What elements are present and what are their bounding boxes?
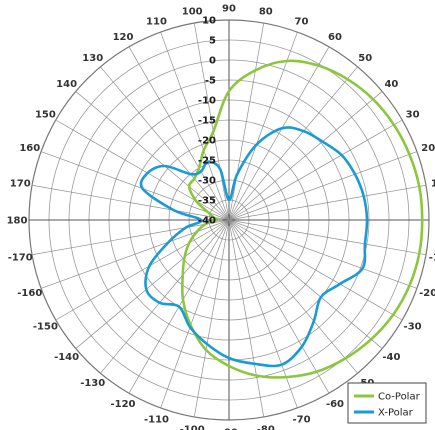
angle-tick-label: -30 — [404, 322, 422, 333]
grid-spoke — [228, 219, 383, 349]
angle-tick-label: -110 — [144, 415, 169, 426]
angle-tick-label: -90 — [220, 428, 238, 430]
angle-tick-label: 130 — [82, 53, 103, 64]
angle-tick-label: -120 — [110, 399, 135, 410]
angle-tick-label: 10 — [431, 179, 435, 190]
grid-spoke — [193, 22, 230, 221]
angular-grid — [29, 20, 429, 420]
series-layer — [139, 59, 424, 379]
radial-tick-label: -30 — [198, 176, 216, 187]
grid-spoke — [228, 219, 330, 394]
grid-spoke — [228, 119, 403, 221]
radial-labels: 10 5 0 -5 -10 -15 -20 -25 -30 -35 -40 — [198, 16, 216, 227]
grid-spoke — [40, 151, 230, 221]
radial-tick-label: 5 — [209, 36, 216, 47]
grid-spoke — [228, 219, 427, 256]
angle-tick-label: 150 — [35, 110, 56, 121]
series-co-polar-line — [180, 59, 424, 379]
angle-tick-label: 90 — [222, 4, 236, 15]
radial-tick-label: -25 — [198, 156, 216, 167]
radial-tick-label: -5 — [205, 76, 216, 87]
angle-tick-label: 60 — [328, 32, 342, 43]
grid-spoke — [160, 219, 230, 409]
grid-spoke — [228, 219, 403, 321]
angle-tick-label: 180 — [7, 216, 28, 227]
grid-spoke — [228, 46, 330, 221]
angle-tick-label: -10 — [429, 252, 435, 263]
angle-tick-label: 20 — [421, 143, 435, 154]
angle-tick-label: -100 — [180, 424, 205, 430]
grid-spoke — [228, 91, 383, 221]
radial-tick-label: -40 — [198, 216, 216, 227]
series-x-polar-line — [139, 126, 369, 368]
grid-spoke — [128, 46, 230, 221]
grid-spoke — [193, 219, 230, 418]
angle-tick-label: 30 — [406, 110, 420, 121]
grid-spoke — [55, 219, 230, 321]
grid-spoke — [228, 22, 265, 221]
angle-tick-label: -20 — [419, 288, 435, 299]
angle-tick-label: 170 — [10, 179, 31, 190]
grid-spoke — [228, 219, 358, 374]
grid-spoke — [31, 219, 230, 256]
radial-tick-label: -20 — [198, 136, 216, 147]
angle-tick-label: 120 — [113, 32, 134, 43]
angle-tick-label: -160 — [17, 288, 42, 299]
angle-tick-label: 100 — [182, 7, 203, 18]
angle-tick-label: -60 — [326, 399, 344, 410]
angle-tick-label: 40 — [384, 79, 398, 90]
grid-spoke — [31, 184, 230, 221]
radial-tick-label: -15 — [198, 116, 216, 127]
grid-spoke — [160, 31, 230, 221]
angle-tick-label: -170 — [8, 252, 33, 263]
angle-tick-label: -70 — [292, 415, 310, 426]
angle-tick-label: 110 — [146, 16, 167, 27]
grid-spoke — [228, 151, 418, 221]
grid-spoke — [228, 219, 418, 289]
grid-spoke — [100, 66, 230, 221]
angle-labels: 0 10 20 30 40 50 60 70 80 90 100 110 120 130 140 150 160… — [7, 4, 435, 430]
grid-spoke — [100, 219, 230, 374]
grid-spoke — [55, 119, 230, 221]
radial-tick-label: -10 — [198, 96, 216, 107]
legend-label-x-polar: X-Polar — [378, 408, 414, 419]
legend-box — [347, 382, 427, 424]
grid-spoke — [228, 66, 358, 221]
radial-tick-label: -35 — [198, 196, 216, 207]
radial-tick-label: 10 — [202, 16, 216, 27]
grid-spoke — [228, 219, 265, 418]
angle-tick-label: 50 — [358, 53, 372, 64]
grid-spoke — [75, 219, 230, 349]
angle-tick-label: -80 — [257, 424, 275, 430]
angle-tick-label: -140 — [54, 352, 79, 363]
angle-tick-label: -130 — [80, 378, 105, 389]
grid-spoke — [228, 184, 427, 221]
angle-tick-label: 80 — [259, 7, 273, 18]
legend-label-co-polar: Co-Polar — [378, 392, 421, 403]
angle-tick-label: -40 — [382, 352, 400, 363]
angle-tick-label: 70 — [295, 16, 309, 27]
radial-tick-label: 0 — [209, 56, 216, 67]
grid-spoke — [75, 91, 230, 221]
angle-tick-label: -150 — [33, 322, 58, 333]
angle-tick-label: 140 — [56, 79, 77, 90]
angle-tick-label: 160 — [19, 143, 40, 154]
legend: Co-Polar X-Polar — [347, 382, 427, 424]
grid-spoke — [228, 31, 298, 221]
